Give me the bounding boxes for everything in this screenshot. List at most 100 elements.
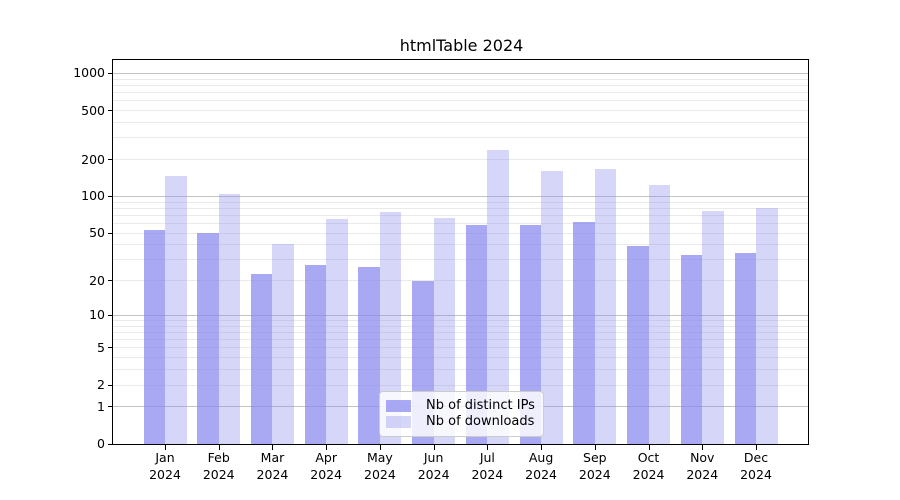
legend-swatch-distinct-ips — [386, 399, 411, 412]
gridline-8 — [113, 325, 808, 327]
y-tick-label-1000: 1000 — [73, 65, 105, 81]
legend-row-distinct-ips: Nb of distinct IPs — [386, 399, 543, 412]
x-tick-mark-jan — [165, 445, 166, 450]
y-tick-mark-100 — [108, 195, 113, 197]
bar-downloads-feb — [218, 193, 241, 444]
bar-downloads-jun — [433, 218, 456, 444]
gridline-300 — [113, 137, 808, 139]
gridline-700 — [113, 92, 808, 94]
bar-downloads-sep — [594, 168, 617, 444]
x-tick-label-feb: Feb 2024 — [202, 450, 235, 482]
x-tick-mark-jul — [487, 445, 489, 450]
gridline-500 — [113, 110, 808, 112]
x-tick-mark-dec — [756, 445, 757, 450]
x-tick-label-oct: Oct 2024 — [632, 450, 665, 482]
x-tick-mark-aug — [541, 445, 543, 450]
y-tick-mark-200 — [108, 159, 113, 161]
x-tick-label-apr: Apr 2024 — [310, 450, 343, 482]
gridline-80 — [113, 207, 808, 209]
bar-distinct-ips-dec — [734, 253, 756, 444]
gridline-200 — [113, 159, 808, 161]
x-tick-label-jun: Jun 2024 — [417, 450, 450, 482]
y-tick-mark-2 — [108, 384, 113, 386]
legend-label-downloads: Nb of downloads — [426, 414, 535, 429]
x-tick-label-may: May 2024 — [364, 450, 396, 482]
x-tick-mark-apr — [326, 445, 328, 450]
gridline-40 — [113, 244, 808, 246]
bar-distinct-ips-oct — [627, 246, 649, 444]
x-tick-label-jan: Jan 2024 — [149, 450, 181, 482]
bar-distinct-ips-aug — [519, 225, 542, 444]
legend-label-distinct-ips: Nb of distinct IPs — [426, 398, 535, 413]
x-tick-mark-sep — [594, 445, 596, 450]
gridline-900 — [113, 78, 808, 80]
y-tick-mark-10 — [108, 314, 113, 316]
gridline-50 — [113, 232, 808, 234]
gridline-5 — [113, 347, 808, 349]
gridline-800 — [113, 84, 808, 86]
y-tick-label-200: 200 — [81, 151, 105, 167]
bar-downloads-mar — [272, 243, 294, 444]
y-tick-mark-50 — [108, 232, 113, 234]
gridline-10 — [113, 314, 808, 316]
bar-downloads-aug — [541, 171, 563, 444]
gridline-400 — [113, 122, 808, 123]
gridline-6 — [113, 339, 808, 341]
gridline-2 — [113, 384, 808, 386]
x-tick-mark-oct — [648, 445, 650, 450]
bar-distinct-ips-feb — [197, 233, 219, 444]
x-tick-mark-may — [379, 445, 381, 450]
bar-distinct-ips-mar — [250, 273, 273, 444]
chart-title: htmlTable 2024 — [399, 36, 524, 55]
legend-swatch-downloads — [386, 415, 411, 428]
gridline-70 — [113, 214, 808, 216]
bar-downloads-nov — [702, 211, 724, 444]
gridline-90 — [113, 201, 808, 203]
bar-downloads-dec — [756, 207, 778, 444]
bar-distinct-ips-may — [358, 267, 380, 444]
bar-downloads-oct — [648, 184, 671, 444]
y-tick-label-10: 10 — [89, 307, 105, 323]
y-tick-label-1: 1 — [97, 398, 105, 414]
bar-downloads-jul — [487, 150, 509, 444]
x-tick-mark-feb — [218, 445, 220, 450]
y-tick-label-0: 0 — [97, 436, 105, 451]
y-tick-mark-0 — [108, 443, 113, 445]
y-tick-mark-1000 — [108, 72, 113, 74]
y-tick-mark-500 — [108, 110, 113, 112]
gridline-3 — [113, 369, 808, 371]
gridline-60 — [113, 223, 808, 224]
plot-area — [112, 59, 809, 445]
bar-distinct-ips-nov — [680, 254, 703, 444]
y-tick-label-500: 500 — [81, 102, 105, 118]
bar-distinct-ips-jan — [143, 230, 165, 444]
x-tick-label-jul: Jul 2024 — [471, 450, 504, 482]
gridline-9 — [113, 320, 808, 321]
bar-distinct-ips-apr — [304, 265, 327, 444]
bar-downloads-apr — [326, 219, 348, 444]
bar-distinct-ips-jul — [465, 225, 488, 444]
x-tick-mark-mar — [272, 445, 274, 450]
y-tick-label-50: 50 — [89, 225, 105, 241]
x-tick-mark-jun — [433, 445, 435, 450]
x-tick-label-mar: Mar 2024 — [256, 450, 289, 482]
gridline-4 — [113, 357, 808, 359]
gridline-1000 — [113, 72, 808, 74]
y-tick-label-100: 100 — [81, 188, 105, 204]
x-tick-label-sep: Sep 2024 — [578, 450, 611, 482]
y-tick-label-5: 5 — [97, 339, 105, 355]
gridline-30 — [113, 259, 808, 261]
gridline-7 — [113, 331, 808, 333]
legend-row-downloads: Nb of downloads — [386, 415, 543, 428]
legend: Nb of distinct IPs Nb of downloads — [379, 391, 544, 437]
gridline-20 — [113, 280, 808, 282]
bar-downloads-jan — [165, 176, 187, 444]
bar-distinct-ips-sep — [573, 221, 595, 444]
y-tick-label-20: 20 — [89, 272, 105, 288]
y-tick-mark-1 — [108, 406, 113, 408]
y-tick-mark-5 — [108, 347, 113, 349]
gridline-600 — [113, 100, 808, 102]
y-tick-mark-20 — [108, 280, 113, 282]
x-tick-label-dec: Dec 2024 — [740, 450, 772, 482]
